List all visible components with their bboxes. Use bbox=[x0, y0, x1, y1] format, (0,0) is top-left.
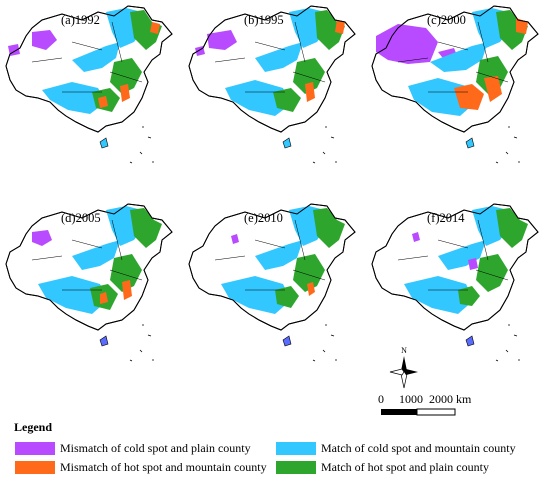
legend-item-match-cold-mountain: Match of cold spot and mountain county bbox=[276, 441, 516, 456]
scale-bar bbox=[381, 408, 456, 416]
panel-label: (a)1992 bbox=[61, 13, 100, 27]
scale-zero: 0 bbox=[378, 392, 384, 406]
legend-item-match-hot-plain: Match of hot spot and plain county bbox=[276, 460, 489, 475]
china-map-1995 bbox=[188, 5, 356, 164]
map-panel-2014: (f)2014 bbox=[368, 200, 543, 385]
china-map-1992 bbox=[5, 5, 173, 164]
legend-swatch bbox=[276, 461, 316, 474]
china-map-2000 bbox=[371, 5, 539, 164]
map-panel-2000: (c)2000 bbox=[368, 2, 543, 187]
map-panel-2005: (d)2005 bbox=[2, 200, 177, 385]
panel-label: (e)2010 bbox=[244, 211, 283, 225]
map-panel-1995: (b)1995 bbox=[185, 2, 360, 187]
scale-end: 2000 bbox=[429, 392, 453, 406]
scale-mid: 1000 bbox=[399, 392, 423, 406]
legend-swatch bbox=[15, 461, 55, 474]
legend-item-mismatch-hot-mountain: Mismatch of hot spot and mountain county bbox=[15, 460, 267, 475]
legend-swatch bbox=[276, 442, 316, 455]
scale-unit: km bbox=[456, 392, 472, 406]
legend-item-mismatch-cold-plain: Mismatch of cold spot and plain county bbox=[15, 441, 251, 456]
legend-swatch bbox=[15, 442, 55, 455]
china-map-2014 bbox=[371, 203, 539, 362]
legend-label: Mismatch of cold spot and plain county bbox=[60, 441, 251, 455]
china-map-2005 bbox=[5, 203, 173, 362]
china-map-2010 bbox=[188, 203, 356, 362]
panel-label: (d)2005 bbox=[61, 211, 101, 225]
legend-label: Match of cold spot and mountain county bbox=[321, 441, 516, 455]
panel-label: (b)1995 bbox=[244, 13, 284, 27]
panel-label: (f)2014 bbox=[427, 211, 465, 225]
north-letter: N bbox=[401, 346, 407, 355]
map-panel-1992: (a)1992 bbox=[2, 2, 177, 187]
scale-labels: 0 1000 2000 km bbox=[378, 392, 471, 407]
legend-label: Mismatch of hot spot and mountain county bbox=[60, 460, 267, 474]
panel-label: (c)2000 bbox=[427, 13, 466, 27]
legend-title: Legend bbox=[14, 420, 53, 434]
map-panel-2010: (e)2010 bbox=[185, 200, 360, 385]
legend-label: Match of hot spot and plain county bbox=[321, 460, 489, 474]
north-arrow-icon: N bbox=[384, 344, 424, 390]
